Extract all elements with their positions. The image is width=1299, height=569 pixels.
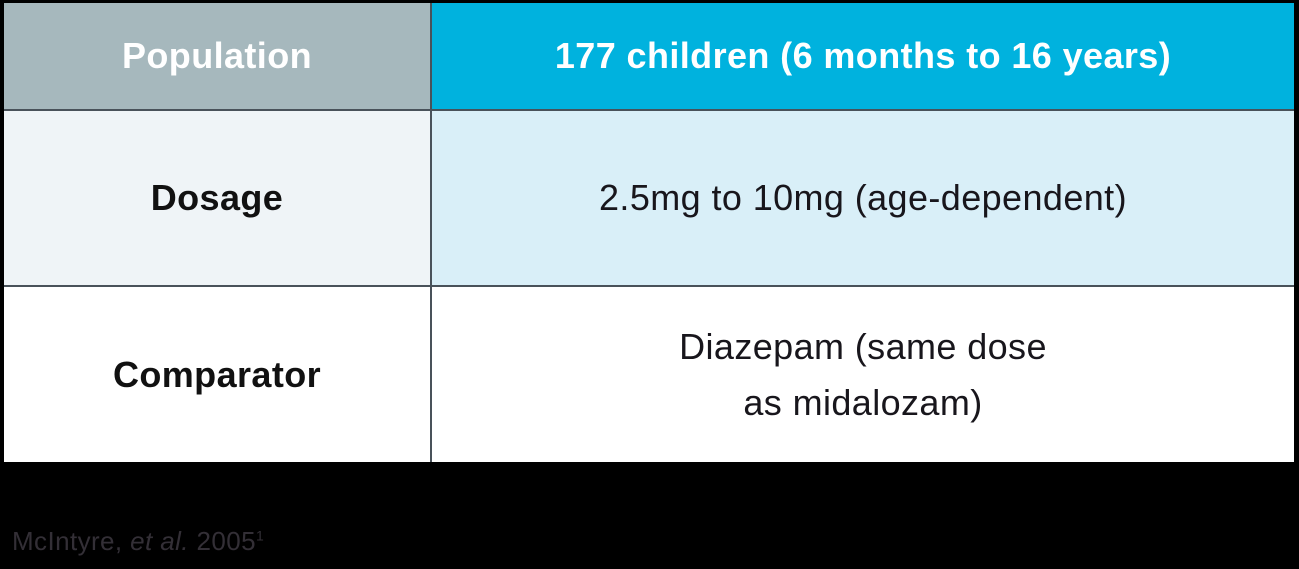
citation-reference-superscript: 1 xyxy=(256,527,265,544)
comparator-value-line-2: as midalozam) xyxy=(743,381,983,423)
citation-year: 2005 xyxy=(196,526,256,556)
table-row-dosage-value: 2.5mg to 10mg (age-dependent) xyxy=(432,111,1294,285)
table-row-dosage-label: Dosage xyxy=(4,111,430,285)
comparator-value-line-1: Diazepam (same dose xyxy=(679,325,1047,367)
table-row-population-value: 177 children (6 months to 16 years) xyxy=(432,3,1294,109)
table-row-comparator-label: Comparator xyxy=(4,287,430,462)
table-row-population-label: Population xyxy=(4,3,430,109)
citation: McIntyre, et al. 20051 xyxy=(12,526,264,557)
citation-author: McIntyre, xyxy=(12,526,123,556)
study-details-table: Population 177 children (6 months to 16 … xyxy=(0,0,1299,462)
table-row-comparator-value: Diazepam (same dose as midalozam) xyxy=(432,287,1294,462)
footer-bar: McIntyre, et al. 20051 xyxy=(0,462,1299,569)
citation-etal: et al. xyxy=(130,526,189,556)
